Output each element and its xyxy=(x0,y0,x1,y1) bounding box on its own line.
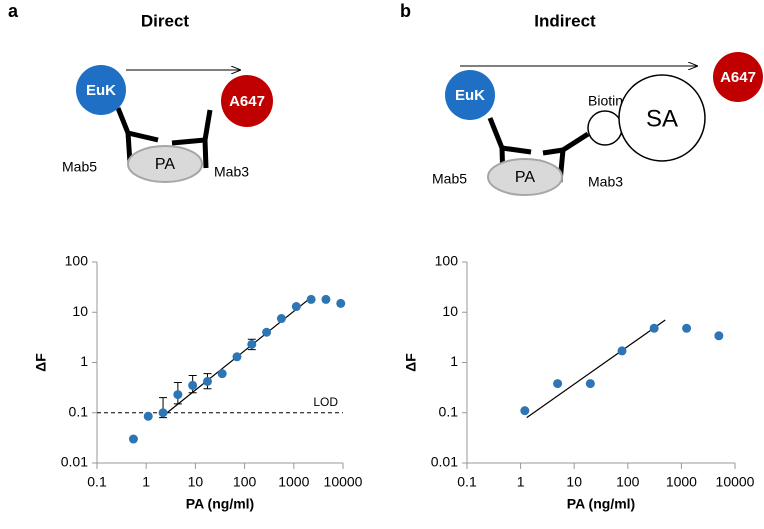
x-tick-label: 10 xyxy=(188,474,204,490)
y-tick-label: 0.1 xyxy=(69,403,89,419)
x-tick-label: 1000 xyxy=(278,474,309,490)
antibodies xyxy=(115,107,213,169)
x-tick-label: 100 xyxy=(233,474,257,490)
x-tick-label: 100 xyxy=(616,474,640,490)
data-point xyxy=(714,331,724,341)
panel-label: a xyxy=(8,1,19,21)
data-point xyxy=(247,339,257,349)
panel-title: Indirect xyxy=(534,11,596,30)
biotin xyxy=(587,110,623,146)
y-tick-label: 1 xyxy=(80,353,88,369)
antibodies xyxy=(487,117,590,183)
x-tick-label: 10000 xyxy=(716,474,755,490)
x-tick-label: 10000 xyxy=(324,474,363,490)
x-axis-label: PA (ng/ml) xyxy=(567,496,635,512)
x-tick-label: 1 xyxy=(517,474,525,490)
mab-label: Mab5 xyxy=(432,171,467,187)
antigen-label: PA xyxy=(515,169,535,186)
data-point xyxy=(649,323,659,333)
diagram-a: a Direct PA EuK A647 Mab5 Mab3 xyxy=(8,1,273,183)
donor xyxy=(445,70,495,120)
antigen xyxy=(127,145,203,183)
donor xyxy=(76,65,126,115)
donor-label: EuK xyxy=(86,82,116,99)
mab-label: Mab3 xyxy=(588,174,623,190)
fit-line xyxy=(526,319,666,419)
data-point xyxy=(217,369,227,379)
y-tick-label: 0.1 xyxy=(439,403,459,419)
y-tick-label: 100 xyxy=(435,253,459,269)
data-point xyxy=(173,390,183,400)
data-point xyxy=(617,346,627,356)
data-point xyxy=(262,327,272,337)
acceptor xyxy=(221,75,273,127)
data-point xyxy=(520,406,530,416)
mab-label: Mab3 xyxy=(214,164,249,180)
diagram-b: b Indirect PA EuK Biotin SA A647 Mab5 Ma… xyxy=(400,1,763,196)
x-tick-label: 0.1 xyxy=(457,474,477,490)
y-tick-label: 0.01 xyxy=(61,454,88,470)
y-tick-label: 0.01 xyxy=(431,454,458,470)
data-point xyxy=(553,379,563,389)
acceptor-label: A647 xyxy=(720,69,756,86)
x-tick-label: 10 xyxy=(566,474,582,490)
data-point xyxy=(158,408,168,418)
streptavidin xyxy=(618,74,706,162)
data-point xyxy=(202,376,212,386)
data-point xyxy=(306,294,316,304)
data-point xyxy=(143,411,153,421)
data-point xyxy=(291,302,301,312)
acceptor-label: A647 xyxy=(229,93,265,110)
panel-label: b xyxy=(400,1,411,21)
y-tick-label: 10 xyxy=(72,303,88,319)
data-point xyxy=(276,314,286,324)
x-axis-label: PA (ng/ml) xyxy=(186,496,254,512)
data-point xyxy=(336,298,346,308)
biotin-label: Biotin xyxy=(588,93,623,109)
donor-label: EuK xyxy=(455,87,485,104)
antigen xyxy=(487,158,563,196)
antigen-label: PA xyxy=(155,156,175,173)
x-tick-label: 0.1 xyxy=(87,474,107,490)
data-point xyxy=(321,294,331,304)
sa-label: SA xyxy=(646,105,678,132)
y-tick-label: 10 xyxy=(442,303,458,319)
x-tick-label: 1000 xyxy=(666,474,697,490)
acceptor xyxy=(713,52,763,102)
y-axis-label: ΔF xyxy=(33,353,49,372)
y-tick-label: 100 xyxy=(65,253,89,269)
data-point xyxy=(585,379,595,389)
x-tick-label: 1 xyxy=(142,474,150,490)
data-point xyxy=(188,380,198,390)
data-point xyxy=(232,352,242,362)
lod-label: LOD xyxy=(313,395,338,409)
panel-title: Direct xyxy=(141,11,190,30)
y-tick-label: 1 xyxy=(450,353,458,369)
data-point xyxy=(128,434,138,444)
data-point xyxy=(682,323,692,333)
y-axis-label: ΔF xyxy=(403,353,419,372)
mab-label: Mab5 xyxy=(62,159,97,175)
